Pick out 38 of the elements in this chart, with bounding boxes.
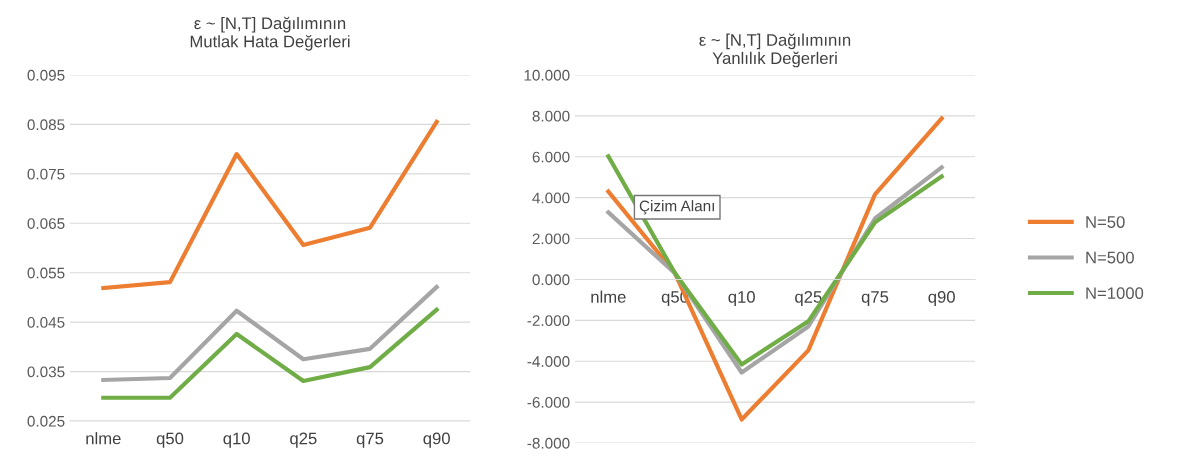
y-tick-label: 4.000 (532, 192, 570, 204)
x-tick-label: q25 (290, 432, 317, 448)
x-tick-label: nlme (86, 432, 121, 445)
line-series (101, 307, 439, 400)
x-tick-label: q50 (156, 432, 184, 448)
y-tick-label: 0.065 (27, 218, 65, 229)
legend-label: N=1000 (1086, 287, 1144, 300)
line-series (101, 284, 439, 383)
y-tick-label: 0.045 (27, 317, 65, 328)
y-tick-label: -6.000 (527, 396, 570, 408)
legend-label: N=500 (1086, 251, 1134, 264)
x-tick-label: q10 (728, 291, 755, 307)
y-tick-label: 0.000 (532, 274, 570, 286)
y-tick-label: 0.035 (27, 366, 65, 378)
y-tick-label: 0.025 (27, 415, 65, 427)
x-tick-label: q90 (928, 291, 955, 307)
x-tick-label: q75 (861, 291, 889, 307)
y-tick-label: 10.000 (524, 69, 570, 81)
y-tick-label: -4.000 (527, 356, 570, 367)
x-tick-label: q90 (423, 432, 450, 448)
y-tick-label: -2.000 (527, 315, 570, 327)
y-tick-label: 2.000 (532, 233, 570, 245)
x-tick-label: q10 (223, 432, 250, 448)
x-tick-label: nlme (591, 290, 626, 303)
annotation: Çizim Alanı (639, 200, 714, 215)
y-tick-label: 6.000 (532, 151, 570, 163)
chart-title: ε ~ [N,T] Dağılımının Mutlak Hata Değerleri (190, 16, 350, 51)
y-tick-label: 0.055 (27, 267, 65, 279)
legend-label: N=50 (1086, 216, 1125, 228)
y-tick-label: 8.000 (532, 110, 570, 122)
x-tick-label: q25 (795, 291, 822, 307)
y-tick-label: 0.085 (27, 119, 65, 131)
line-series (101, 119, 439, 291)
chart-title: ε ~ [N,T] Dağılımının Yanlılık Değerleri (699, 33, 851, 68)
y-tick-label: 0.075 (27, 168, 65, 180)
y-tick-label: 0.095 (27, 69, 65, 81)
x-tick-label: q75 (356, 432, 384, 448)
y-tick-label: -8.000 (527, 437, 570, 449)
